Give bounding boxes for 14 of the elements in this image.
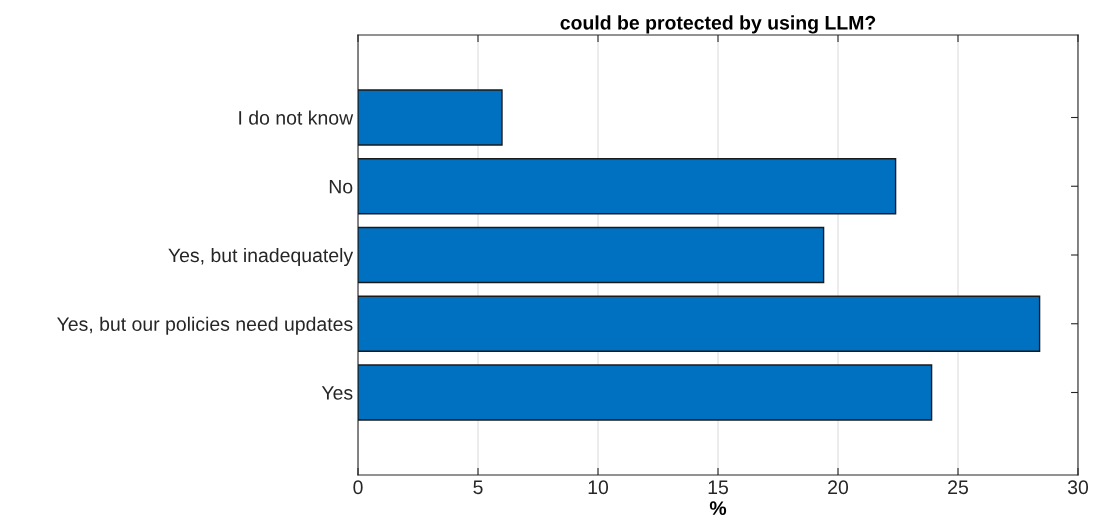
x-tick-label: 30 xyxy=(1067,480,1089,495)
x-tick-label: 5 xyxy=(473,480,483,495)
x-tick-label: 25 xyxy=(948,480,968,495)
y-tick-label: Yes xyxy=(321,386,353,400)
chart-title: could be protected by using LLM? xyxy=(560,15,876,34)
y-tick-label: Yes, but our policies need updates xyxy=(57,316,353,335)
x-tick-label: 15 xyxy=(708,480,728,495)
x-tick-label: 0 xyxy=(353,480,363,495)
y-tick-label: No xyxy=(329,179,353,194)
x-tick-label: 10 xyxy=(588,480,609,495)
x-tick-label: 20 xyxy=(828,480,849,495)
y-tick-label: Yes, but inadequately xyxy=(168,247,354,267)
x-axis-title: % xyxy=(709,501,727,516)
y-tick-label: I do not know xyxy=(239,110,354,125)
